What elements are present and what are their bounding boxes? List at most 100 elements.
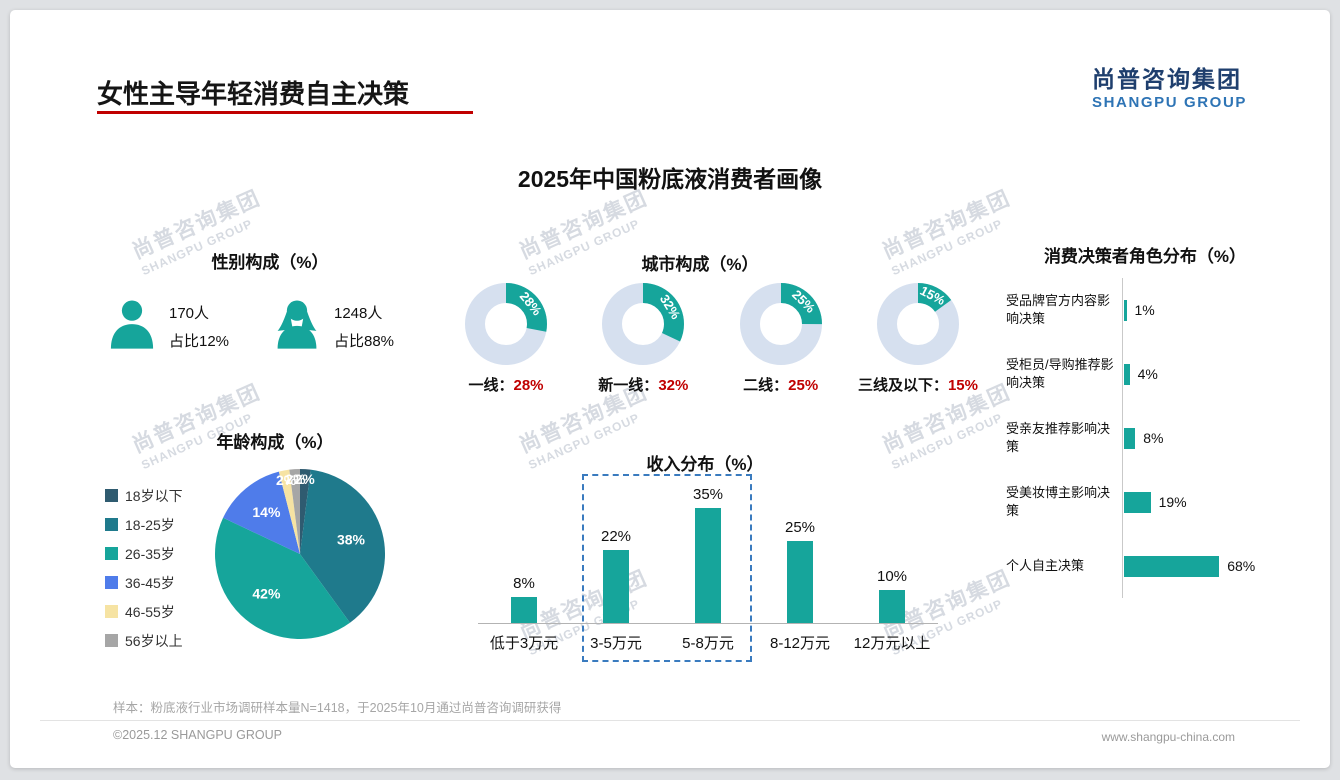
donut-svg: 28% [465,283,547,365]
age-legend-item: 18岁以下 [105,481,199,510]
female-share: 占比88% [334,332,395,350]
decision-horizontal-bar-chart: 受品牌官方内容影响决策 1% 受柜员/导购推荐影响决策 4% 受亲友推荐影响决策… [1006,278,1328,598]
donut-svg: 15% [876,283,959,365]
male-count: 170人 [169,304,210,322]
female-count: 1248人 [334,304,383,322]
decision-value: 68% [1227,558,1256,574]
age-legend-item: 18-25岁 [105,510,199,539]
age-legend: 18岁以下 18-25岁 26-35岁 36-45岁 46-55岁 56岁以上 [105,469,199,655]
city-section-title: 城市构成（%） [641,255,759,274]
male-share: 占比12% [169,332,230,350]
decision-bar-track: 1% [1122,278,1328,342]
legend-swatch [105,605,118,618]
income-bar [603,550,629,623]
pie-slice [300,469,311,554]
donut-city-label: 新一线： [598,377,659,394]
legend-swatch [105,489,118,502]
page-title: 女性主导年轻消费自主决策 [97,79,410,109]
pie-slice [214,517,350,640]
age-legend-item: 46-55岁 [105,597,199,626]
footer-divider [40,720,1300,721]
legend-label: 36-45岁 [125,574,175,591]
pie-label: 2% [285,471,306,487]
income-section-title: 收入分布（%） [646,455,764,474]
income-highlight-box [582,474,752,662]
decision-bar-track: 4% [1122,342,1328,406]
decision-bar [1124,427,1136,449]
legend-label: 56岁以上 [125,632,183,649]
donut-caption: 二线：25% [743,374,818,395]
slide-card: 尚普咨询集团 SHANGPU GROUP 尚普咨询集团 SHANGPU GROUP … [10,10,1330,768]
legend-swatch [105,576,118,589]
income-column: 25% [754,518,846,623]
logo-en-text: SHANGPU GROUP [1092,94,1247,111]
donut-city-value: 28% [513,377,544,394]
decision-label: 个人自主决策 [1006,558,1085,573]
income-bar-value: 22% [600,528,632,546]
pie-label: 14% [252,504,281,520]
gender-section-title: 性别构成（%） [211,253,329,272]
income-bar [879,590,905,623]
income-column: 8% [478,575,570,623]
legend-swatch [105,547,118,560]
donut-city-label: 二线： [743,377,789,394]
legend-label: 18岁以下 [125,487,183,504]
city-donut-charts: 28% 一线：28% 32% 新一线：32% 25% 二线：25% 15% [442,282,982,395]
donut-city-value: 15% [947,377,978,394]
decision-bar-track: 68% [1122,534,1328,598]
donut-caption: 一线：28% [468,374,543,395]
income-bar-chart: 8% 22% 35% 25% 10% 低于3万元 3-5万元 5-8万元 8-12万元… [478,472,938,662]
age-pie-svg: 2% 38% 42% 14% 2%2% [214,469,386,640]
donut-svg: 25% [739,283,822,365]
sample-note: 样本：粉底液行业市场调研样本量N=1418，于2025年10月通过尚普咨询调研获… [113,701,562,715]
age-legend-item: 36-45岁 [105,568,199,597]
income-bar-value: 35% [692,485,724,503]
decision-label: 受亲友推荐影响决策 [1006,421,1111,454]
decision-row: 受美妆博主影响决策 19% [1006,470,1328,534]
legend-label: 18-25岁 [125,516,175,533]
donut-city-label: 一线： [468,377,514,394]
legend-label: 46-55岁 [125,603,175,620]
decision-value: 19% [1158,494,1187,510]
decision-value: 8% [1143,430,1164,446]
age-legend-item: 56岁以上 [105,626,199,655]
donut-svg: 32% [602,283,685,365]
gender-item-male: 170人 占比12% [105,295,270,360]
main-chart-title: 2025年中国粉底液消费者画像 [517,166,823,192]
income-bar-value: 10% [876,568,908,585]
legend-swatch [105,518,118,531]
decision-label: 受品牌官方内容影响决策 [1006,293,1111,326]
decision-row: 受柜员/导购推荐影响决策 4% [1006,342,1328,406]
pie-label: 42% [252,585,281,601]
income-bar [511,596,537,623]
decision-row: 受亲友推荐影响决策 8% [1006,406,1328,470]
income-column: 35% [662,485,754,623]
decision-bar-track: 8% [1122,406,1328,470]
city-donut: 32% 新一线：32% [579,282,707,395]
female-silhouette-icon [270,295,324,360]
donut-city-label: 三线及以下： [857,377,948,394]
age-section-title: 年龄构成（%） [216,433,334,452]
income-bar-value: 25% [784,518,816,536]
pie-slice [300,469,386,623]
income-category-label: 低于3万元 [489,635,559,652]
income-category-label: 8-12万元 [769,635,831,652]
decision-label: 受柜员/导购推荐影响决策 [1006,357,1114,390]
gender-section: 性别构成（%） 170人 占比12% [105,248,435,360]
pie-label: 38% [337,532,366,548]
gender-item-female: 1248人 占比88% [270,295,435,360]
company-logo: 尚普咨询集团 SHANGPU GROUP [1092,60,1247,111]
decision-value: 4% [1137,366,1158,382]
decision-bar [1124,363,1130,385]
pie-label: 2% [294,471,315,487]
income-bar [787,540,813,623]
footer-copyright: ©2025.12 SHANGPU GROUP [113,728,282,742]
decision-bar-track: 19% [1122,470,1328,534]
city-donut: 15% 三线及以下：15% [854,282,982,395]
decision-section-title: 消费决策者角色分布（%） [1043,247,1247,266]
age-section: 年龄构成（%） 18岁以下 18-25岁 26-35岁 36-45岁 46-55… [105,428,445,655]
logo-cn-text: 尚普咨询集团 [1092,66,1242,92]
decision-row: 个人自主决策 68% [1006,534,1328,598]
age-pie-chart: 2% 38% 42% 14% 2% 2% [214,469,386,655]
